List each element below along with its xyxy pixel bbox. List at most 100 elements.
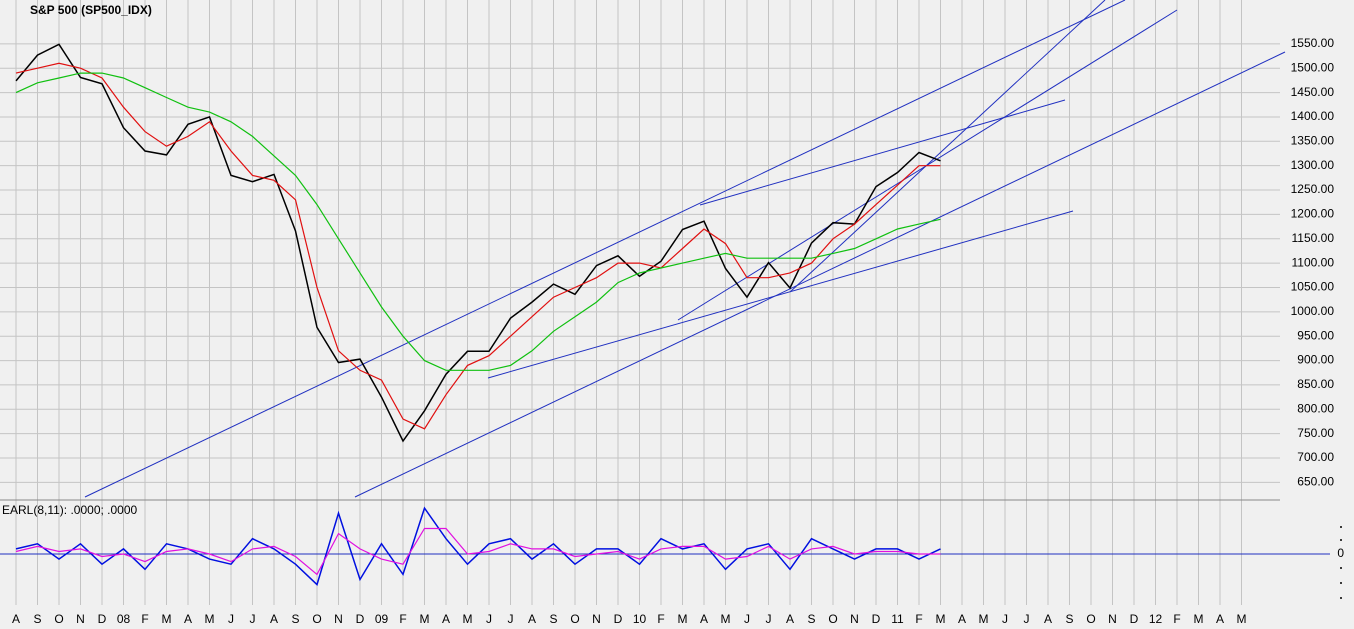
axis-dot [1340, 526, 1342, 528]
x-tick-label: N [76, 612, 85, 626]
x-tick-label: S [1065, 612, 1073, 626]
trendline [487, 210, 1074, 379]
trendline [789, 0, 1106, 293]
x-tick-label: N [592, 612, 601, 626]
y-tick-label: 1000.00 [1291, 304, 1335, 318]
trendline [699, 99, 1066, 206]
x-tick-label: N [334, 612, 343, 626]
x-tick-label: M [463, 612, 473, 626]
x-tick-label: O [570, 612, 579, 626]
y-tick-label: 800.00 [1297, 401, 1334, 415]
x-tick-label: O [1086, 612, 1095, 626]
x-tick-label: D [1130, 612, 1139, 626]
x-tick-label: N [1108, 612, 1117, 626]
axis-dot [1340, 567, 1342, 569]
y-tick-label: 950.00 [1297, 328, 1334, 342]
x-tick-label: N [850, 612, 859, 626]
x-tick-label: S [33, 612, 41, 626]
x-tick-label: J [766, 612, 772, 626]
y-tick-label: 1200.00 [1291, 207, 1335, 221]
x-tick-label: A [958, 612, 966, 626]
x-tick-label: 12 [1149, 612, 1163, 626]
x-tick-label: F [1173, 612, 1180, 626]
x-tick-label: M [936, 612, 946, 626]
y-tick-label: 1100.00 [1292, 255, 1335, 269]
y-tick-label: 1500.00 [1291, 60, 1335, 74]
x-tick-label: O [828, 612, 837, 626]
x-tick-label: D [872, 612, 881, 626]
x-tick-label: M [420, 612, 430, 626]
axis-dot [1340, 539, 1342, 541]
axis-dots [1340, 526, 1342, 599]
x-tick-label: 10 [633, 612, 647, 626]
series-line [15, 527, 941, 576]
axis-dot [1340, 582, 1342, 584]
y-tick-label: 1150.00 [1292, 231, 1335, 245]
indicator-title: EARL(8,11): .0000; .0000 [2, 503, 138, 517]
axis-dot [1340, 597, 1342, 599]
series-line [15, 43, 941, 443]
x-tick-label: O [312, 612, 321, 626]
x-tick-label: S [291, 612, 299, 626]
x-tick-label: J [250, 612, 256, 626]
x-tick-label: J [744, 612, 750, 626]
x-tick-label: F [657, 612, 664, 626]
x-tick-label: 09 [375, 612, 389, 626]
series-line [15, 506, 941, 586]
x-tick-label: A [1216, 612, 1224, 626]
y-tick-label: 1250.00 [1291, 182, 1335, 196]
x-tick-label: 11 [891, 612, 904, 626]
x-tick-label: S [549, 612, 557, 626]
y-tick-label: 900.00 [1297, 353, 1334, 367]
x-tick-label: A [700, 612, 708, 626]
x-tick-label: A [786, 612, 794, 626]
x-tick-label: M [162, 612, 172, 626]
x-tick-label: F [399, 612, 406, 626]
x-tick-label: J [1024, 612, 1030, 626]
y-tick-label: 1400.00 [1291, 109, 1335, 123]
series-line [15, 62, 941, 430]
x-tick-label: A [528, 612, 536, 626]
trendline [84, 0, 1126, 498]
y-tick-label: 1450.00 [1291, 85, 1335, 99]
x-tick-label: J [508, 612, 514, 626]
trendlines [84, 0, 1286, 498]
x-tick-label: O [54, 612, 63, 626]
x-tick-label: M [1237, 612, 1247, 626]
x-tick-label: D [356, 612, 365, 626]
x-tick-label: J [228, 612, 234, 626]
series-line [15, 72, 941, 371]
chart-title: S&P 500 (SP500_IDX) [30, 3, 152, 17]
x-tick-label: 08 [117, 612, 131, 626]
x-tick-label: M [1194, 612, 1204, 626]
x-tick-label: A [12, 612, 20, 626]
y-tick-label: 1050.00 [1291, 280, 1335, 294]
x-tick-label: J [1002, 612, 1008, 626]
x-tick-label: D [614, 612, 623, 626]
y-tick-label: 650.00 [1297, 475, 1334, 489]
x-tick-label: M [205, 612, 215, 626]
y-tick-label: 0 [1337, 546, 1344, 560]
y-tick-label: 850.00 [1297, 377, 1334, 391]
y-tick-label: 1550.00 [1291, 36, 1335, 50]
x-tick-label: A [270, 612, 278, 626]
y-tick-label: 750.00 [1297, 426, 1334, 440]
y-tick-label: 1300.00 [1291, 158, 1335, 172]
y-tick-label: 1350.00 [1291, 133, 1335, 147]
grid [0, 0, 1280, 605]
x-tick-label: A [442, 612, 450, 626]
y-tick-label: 700.00 [1297, 450, 1334, 464]
x-tick-label: A [184, 612, 192, 626]
x-tick-label: D [98, 612, 107, 626]
x-tick-label: J [486, 612, 492, 626]
x-tick-label: M [678, 612, 688, 626]
x-tick-label: S [807, 612, 815, 626]
trendline [354, 51, 1286, 498]
x-tick-label: M [979, 612, 989, 626]
x-tick-label: F [915, 612, 922, 626]
x-tick-label: F [141, 612, 148, 626]
x-tick-label: A [1044, 612, 1052, 626]
x-tick-label: M [721, 612, 731, 626]
